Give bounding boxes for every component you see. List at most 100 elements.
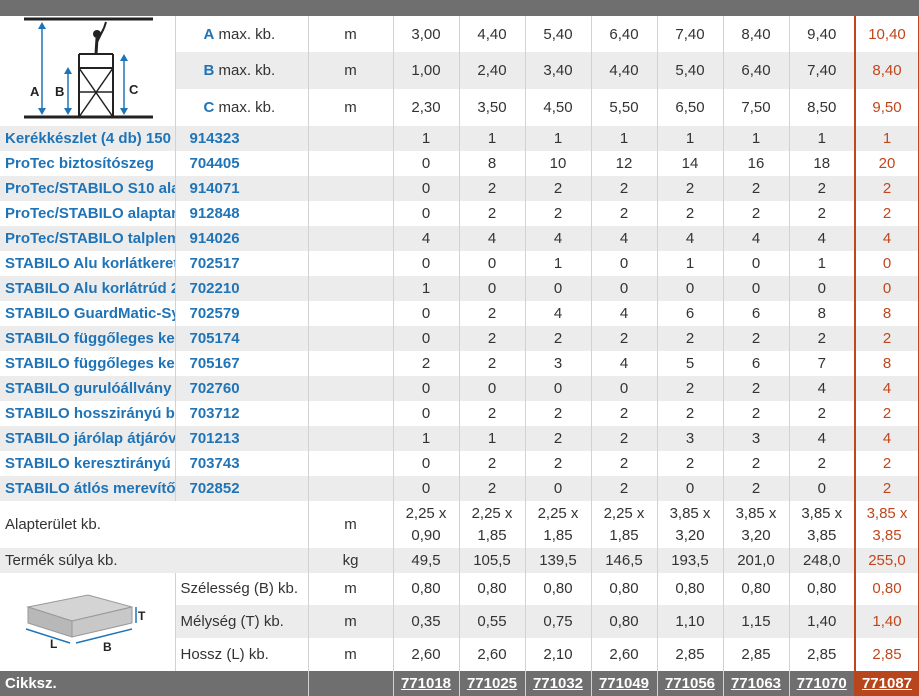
article-number-link[interactable]: 771018 [400,675,452,692]
value-cell: 0 [393,151,460,176]
part-code: 702579 [175,301,309,326]
dimension-row: C max. kb. m 2,30 3,50 4,50 5,50 6,50 7,50 8,50 9… [0,88,919,126]
article-number-link[interactable]: 771056 [664,675,716,692]
value-cell: 2 [459,476,526,501]
footprint-value: 2,25 x 1,85 [591,501,658,548]
value-cell: 0,80 [393,573,460,605]
value-cell: 0 [393,476,460,501]
part-code: 914026 [175,226,309,251]
article-number-cell: 771025 [459,671,526,696]
unit-cell: m [308,88,394,126]
value-cell: 10,40 [854,16,919,53]
weight-row: Termék súlya kb. kg 49,5 105,5 139,5 146,5 193… [0,548,919,573]
part-row: STABILO járólap átjáróval 2,00 m701213 11… [0,426,919,451]
dimension-row: B max. kb. m 1,00 2,40 3,40 4,40 5,40 6,40 7,40 8… [0,52,919,89]
article-number-cell: 771070 [789,671,856,696]
value-cell: 2 [789,201,856,226]
part-name: STABILO járólap átjáróval 2,00 m [0,426,176,451]
value-cell: 5,40 [525,16,592,53]
unit-cell [308,426,394,451]
value-cell: 2 [591,201,658,226]
footprint-value-line: 3,85 x [669,504,711,522]
value-cell: 4,40 [591,52,658,89]
footprint-value: 3,85 x 3,85 [789,501,856,548]
value-cell: 2 [591,176,658,201]
package-diagram-cell: T L B [0,573,176,671]
part-code: 703712 [175,401,309,426]
value-cell: 2 [657,451,724,476]
value-cell: 0,80 [459,573,526,605]
unit-cell: m [308,52,394,89]
value-cell: 0,80 [854,573,919,605]
value-cell: 2 [459,176,526,201]
diagram-label-c: C [129,82,139,97]
value-cell: 0 [393,451,460,476]
part-row: STABILO függőleges keret 2,00 × 0,75 m70… [0,351,919,376]
article-number-cell: 771056 [657,671,724,696]
value-cell: 1 [393,426,460,451]
value-cell: 12 [591,151,658,176]
article-number-cell: 771063 [723,671,790,696]
unit-cell: m [308,501,394,548]
value-cell: 4 [591,301,658,326]
footprint-value: 2,25 x 1,85 [459,501,526,548]
unit-cell [308,126,394,151]
value-cell: 6,50 [657,88,724,126]
value-cell: 8 [854,301,919,326]
value-cell: 9,50 [854,88,919,126]
value-cell: 0 [393,301,460,326]
value-cell: 4,40 [459,16,526,53]
value-cell: 2,85 [657,637,724,671]
packaging-row: Hossz (L) kb. m 2,60 2,60 2,10 2,60 2,85 2,85 2,… [0,637,919,671]
article-number-cell: 771049 [591,671,658,696]
unit-cell [308,201,394,226]
value-cell: 4 [789,426,856,451]
unit-cell [308,451,394,476]
part-code: 914323 [175,126,309,151]
value-cell: 6 [723,301,790,326]
part-row: ProTec/STABILO S10 alaptartó914071022222… [0,176,919,201]
value-cell: 4 [591,351,658,376]
packaging-label: Szélesség (B) kb. [175,573,309,605]
footprint-value: 3,85 x 3,20 [657,501,724,548]
value-cell: 2 [459,301,526,326]
article-number-link[interactable]: 771063 [730,675,782,692]
value-cell: 2 [657,376,724,401]
article-label: Cikksz. [0,671,309,696]
part-row: Kerékkészlet (4 db) 150 mm, áll.mag.9143… [0,126,919,151]
value-cell: 5,50 [591,88,658,126]
article-number-link[interactable]: 771032 [532,675,584,692]
part-row: STABILO átlós merevítő 2,00m702852020202… [0,476,919,501]
value-cell: 4 [789,226,856,251]
value-cell: 2 [723,176,790,201]
article-number-link[interactable]: 771087 [861,675,913,692]
value-cell: 0,80 [591,604,658,638]
box-label-t: T [138,609,146,623]
value-cell: 1,40 [789,604,856,638]
unit-cell [308,276,394,301]
article-number-cell: 771087 [854,671,919,696]
diagram-label-b: B [55,84,64,99]
unit-cell [308,476,394,501]
value-cell: 1 [723,126,790,151]
value-cell: 1 [393,276,460,301]
value-cell: 3,00 [393,16,460,53]
value-cell: 2,85 [789,637,856,671]
value-cell: 3,40 [525,52,592,89]
article-number-link[interactable]: 771025 [466,675,518,692]
value-cell: 2 [723,451,790,476]
value-cell: 146,5 [591,548,658,573]
value-cell: 2 [525,176,592,201]
part-name: STABILO függőleges keret 1,00 × 0,75 m [0,326,176,351]
value-cell: 7 [789,351,856,376]
value-cell: 0 [591,376,658,401]
value-cell: 0 [525,276,592,301]
value-cell: 201,0 [723,548,790,573]
article-number-link[interactable]: 771049 [598,675,650,692]
value-cell: 2 [459,401,526,426]
scaffold-diagram-icon: A B C [24,17,153,119]
value-cell: 6,40 [591,16,658,53]
article-number-link[interactable]: 771070 [796,675,847,692]
footprint-value: 2,25 x 0,90 [393,501,460,548]
value-cell: 0,80 [525,573,592,605]
